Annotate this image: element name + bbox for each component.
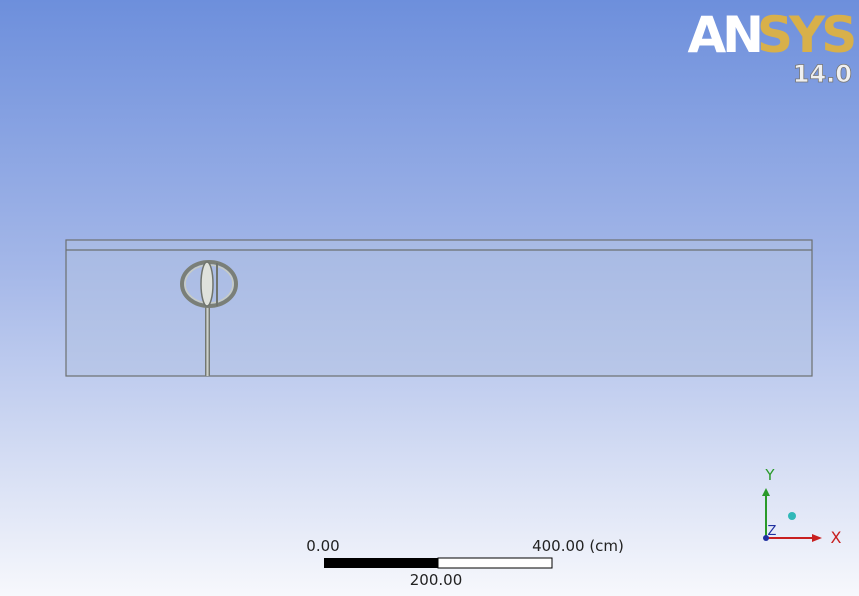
page: AN SYS 14.0 0.00 400.00 (cm) 200.00 Y X … <box>0 0 859 596</box>
turbine-pole <box>205 300 210 376</box>
logo-version: 14.0 <box>793 60 852 88</box>
scale-bar-black <box>324 558 438 568</box>
logo-right: SYS <box>757 6 854 64</box>
scale-bar-white <box>438 558 552 568</box>
logo-left: AN <box>687 6 760 64</box>
turbine-blade <box>201 262 213 306</box>
triad-z-label: Z <box>768 524 777 539</box>
scale-start-label: 0.00 <box>306 537 339 555</box>
scale-mid-label: 200.00 <box>410 571 463 589</box>
viewport: AN SYS 14.0 0.00 400.00 (cm) 200.00 Y X … <box>0 0 859 596</box>
triad-y-label: Y <box>764 466 775 484</box>
triad-x-label: X <box>831 528 842 547</box>
domain-box <box>66 240 812 376</box>
scale-end-label: 400.00 (cm) <box>532 537 624 555</box>
triad-sphere <box>788 512 796 520</box>
